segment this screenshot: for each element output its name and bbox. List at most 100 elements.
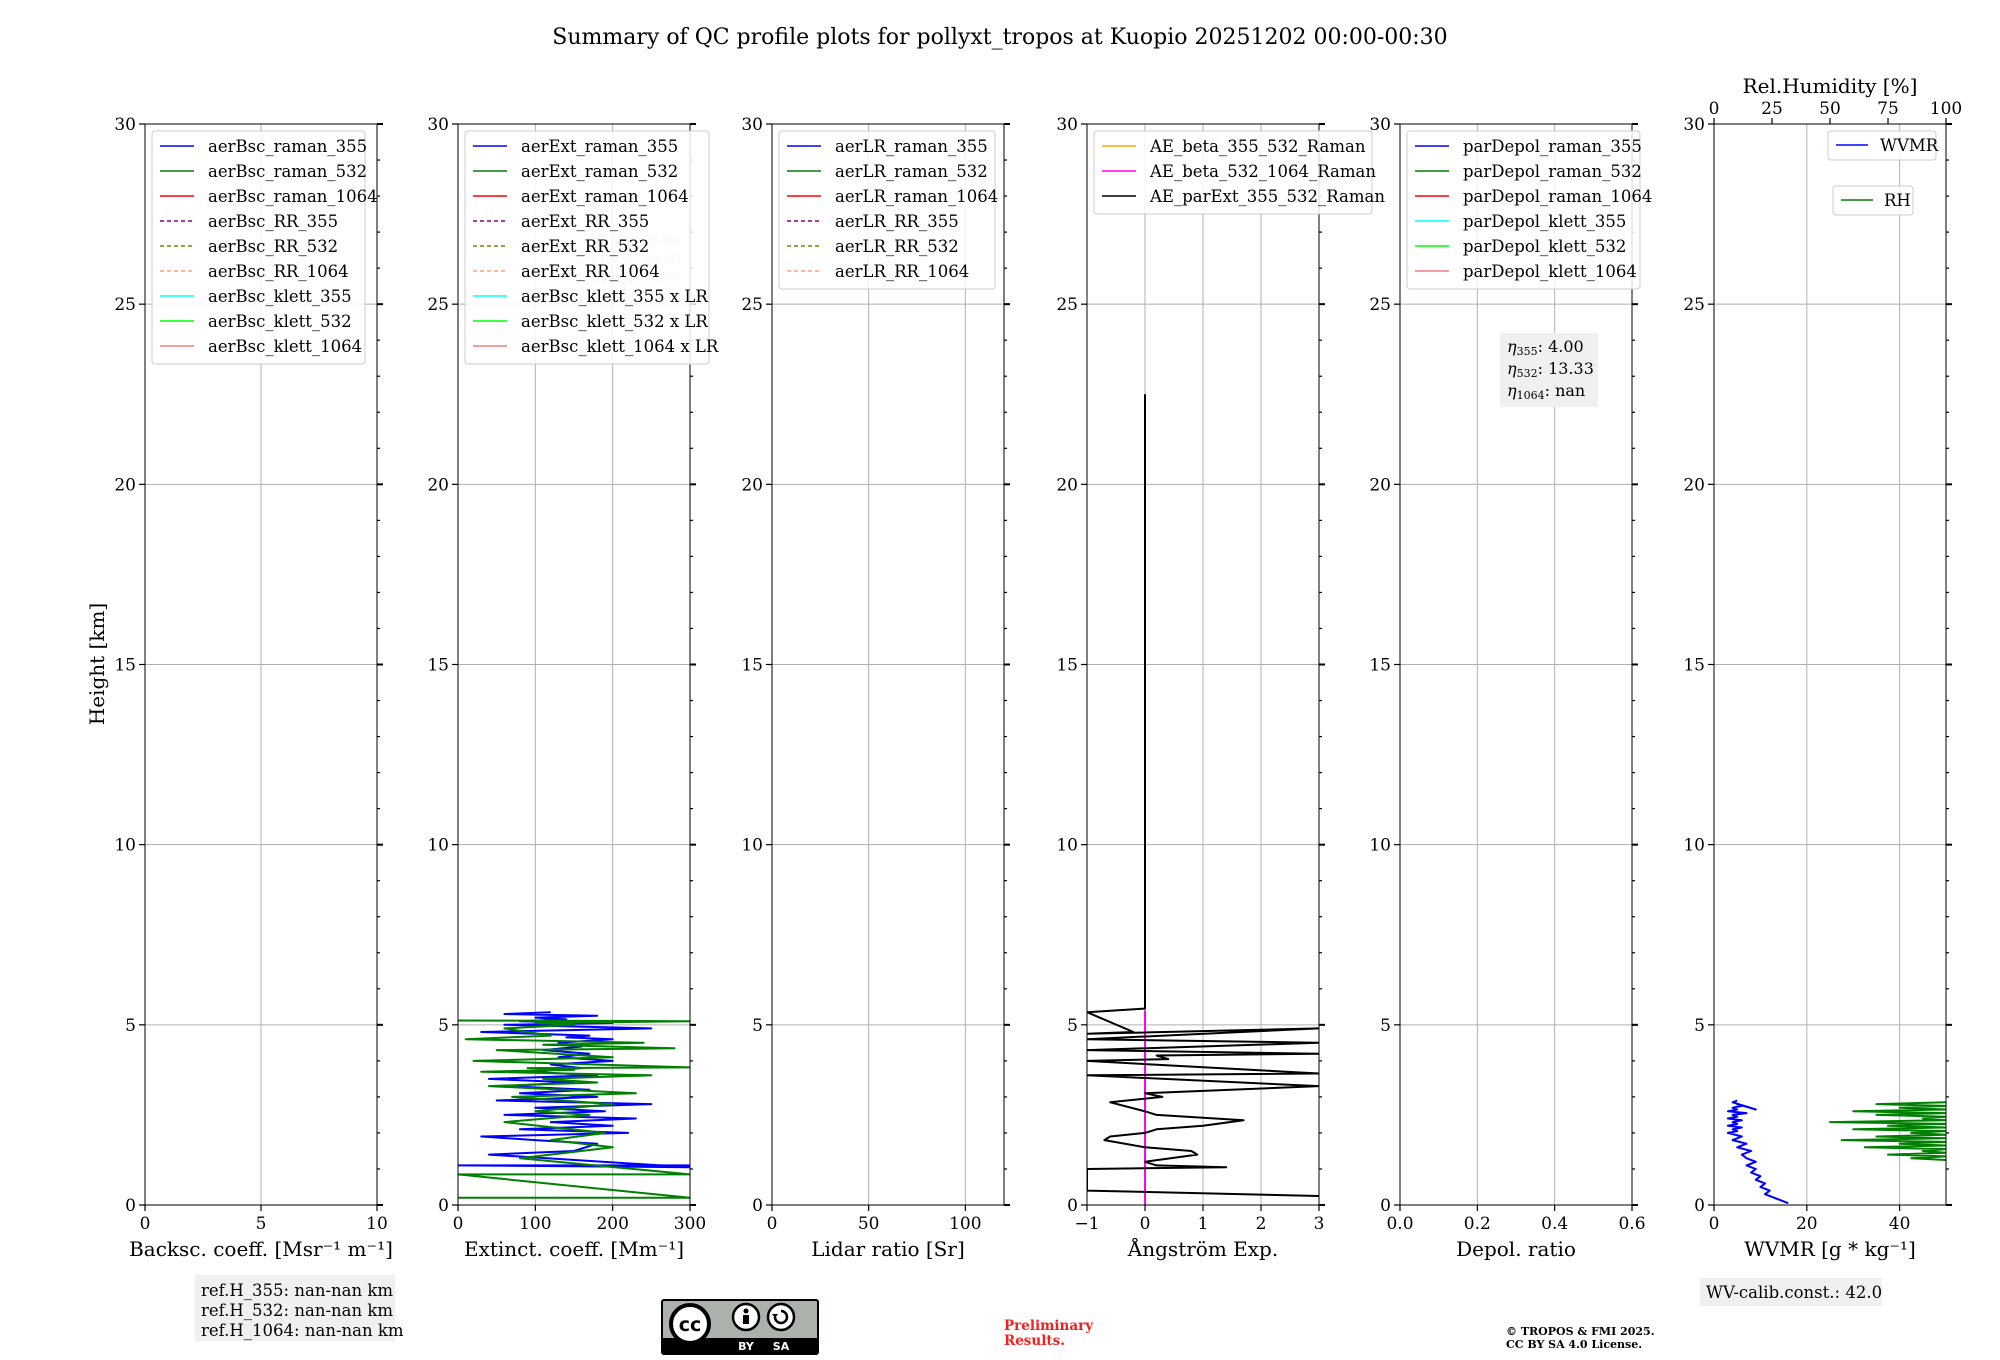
x-tick-label: 0.2 [1464,1214,1491,1234]
y-tick-label: 10 [741,836,763,856]
series-RH [1829,1101,1946,1161]
top-x-tick-label: 75 [1877,99,1899,119]
legend-label: aerLR_raman_1064 [835,187,998,206]
series-WVMR [1726,1099,1789,1205]
ref-height-1064: ref.H_1064: nan-nan km [201,1321,404,1340]
legend-label: parDepol_raman_1064 [1463,187,1652,206]
y-tick-label: 30 [1683,115,1705,135]
legend: aerLR_raman_355 aerLR_raman_532 aerLR_rama… [778,130,998,290]
y-tick-label: 0 [438,1196,449,1216]
legend-label: RH [1884,191,1911,210]
x-tick-label: 0.6 [1618,1214,1645,1234]
y-tick-label: 30 [1369,115,1391,135]
copyright-line2: CC BY SA 4.0 License. [1506,1338,1642,1351]
gridlines [1713,123,1946,1206]
y-tick-label: 30 [114,115,136,135]
eta-value: nan [1555,381,1585,400]
legend-label: aerLR_raman_532 [835,162,988,181]
legend-wvmr: WVMR [1827,130,1939,161]
legend-label: aerBsc_RR_532 [208,237,338,256]
legend-frame [1093,130,1373,215]
panel-bsc: 0 5 10 15 20 25 30 0 5 10 Backsc. coeff. [Msr⁻¹ m⁻… [114,115,393,1261]
series-group [1087,394,1319,1205]
x-tick-label: 0 [1140,1214,1151,1234]
y-tick-label: 5 [1067,1016,1078,1036]
eta-532: η532: 13.33 [1507,359,1594,380]
legend-label: aerBsc_RR_1064 [208,262,349,281]
y-tick-label: 15 [1683,656,1705,676]
legend-label: aerBsc_RR_355 [208,212,338,231]
x-axis-label: Lidar ratio [Sr] [811,1237,965,1261]
legend-label: parDepol_klett_532 [1463,237,1626,256]
y-tick-label: 0 [752,1196,763,1216]
y-tick-label: 15 [741,656,763,676]
legend-label: AE_parExt_355_532_Raman [1149,187,1385,206]
x-tick-label: 10 [366,1214,388,1234]
top-x-tick-label: 100 [1930,99,1962,119]
legend: AE_beta_355_532_Raman AE_beta_532_1064_Ra… [1093,130,1385,215]
y-tick-label: 25 [114,295,136,315]
y-tick-label: 30 [427,115,449,135]
y-tick-label: 5 [125,1016,136,1036]
legend-label: aerLR_raman_355 [835,137,988,156]
legend-label: aerLR_RR_355 [835,212,959,231]
x-axis-label: Backsc. coeff. [Msr⁻¹ m⁻¹] [129,1237,393,1261]
y-tick-label: 20 [114,475,136,495]
legend: parDepol_raman_355 parDepol_raman_532 parD… [1406,130,1652,290]
x-axis-label: Extinct. coeff. [Mm⁻¹] [464,1237,684,1261]
top-x-tick-label: 0 [1709,99,1720,119]
wv-calib-box: WV-calib.const.: 42.0 [1700,1278,1882,1306]
cc-logo-text: cc [679,1314,702,1336]
eta-1064: η1064: nan [1507,381,1585,402]
eta-value: 4.00 [1548,337,1584,356]
y-tick-label: 20 [1369,475,1391,495]
legend-label: parDepol_klett_355 [1463,212,1626,231]
y-tick-label: 30 [1056,115,1078,135]
panel-lr: 0 5 10 15 20 25 30 0 50 100 Lidar ratio [Sr] aerLR_… [741,115,1010,1261]
y-tick-label: 25 [1369,295,1391,315]
x-tick-label: 0.0 [1386,1214,1413,1234]
legend-label: aerBsc_klett_1064 x LR [521,337,719,356]
legend-label: aerExt_RR_532 [521,237,649,256]
panel-depol: 0 5 10 15 20 25 30 0.0 0.2 0.4 0.6 Depol. ratio parD… [1369,115,1652,1261]
x-axis-label: Ångström Exp. [1127,1236,1278,1261]
copyright-line1: © TROPOS & FMI 2025. [1506,1325,1655,1338]
y-tick-label: 5 [752,1016,763,1036]
y-tick-label: 0 [125,1196,136,1216]
legend-label: parDepol_raman_532 [1463,162,1642,181]
x-axis-label: WVMR [g * kg⁻¹] [1744,1237,1916,1261]
x-tick-label: 0 [453,1214,464,1234]
y-tick-label: 0 [1694,1196,1705,1216]
x-tick-label: 40 [1889,1214,1911,1234]
legend-label: aerBsc_klett_355 x LR [521,287,708,306]
cc-logo-icon [669,1303,711,1345]
legend-label: aerBsc_klett_355 [208,287,352,306]
top-axis-label: Rel.Humidity [%] [1743,74,1918,98]
x-tick-label: 0 [140,1214,151,1234]
x-tick-label: 300 [674,1214,706,1234]
legend-label: aerExt_raman_532 [521,162,678,181]
x-tick-label: 200 [596,1214,628,1234]
y-tick-label: 25 [1683,295,1705,315]
cc-license-badge: cc BY SA [661,1299,819,1355]
x-tick-label: 0 [767,1214,778,1234]
preliminary-text-line1: Preliminary [1004,1318,1094,1334]
y-tick-label: 15 [1056,656,1078,676]
ref-height-355: ref.H_355: nan-nan km [201,1281,393,1300]
x-tick-label: 100 [519,1214,551,1234]
x-tick-label: −1 [1074,1214,1099,1234]
y-tick-label: 20 [1056,475,1078,495]
legend-label: parDepol_klett_1064 [1463,262,1637,281]
legend-label: aerExt_raman_355 [521,137,678,156]
y-tick-label: 10 [427,836,449,856]
x-tick-label: 5 [256,1214,267,1234]
legend-label: aerExt_raman_1064 [521,187,689,206]
legend: aerExt_raman_355 aerExt_raman_532 aerExt_r… [464,130,719,365]
y-tick-label: 30 [741,115,763,135]
ref-height-box: ref.H_355: nan-nan km ref.H_532: nan-nan… [195,1275,404,1341]
y-tick-label: 20 [427,475,449,495]
x-tick-label: 0 [1709,1214,1720,1234]
eta-355: η355: 4.00 [1507,337,1584,358]
